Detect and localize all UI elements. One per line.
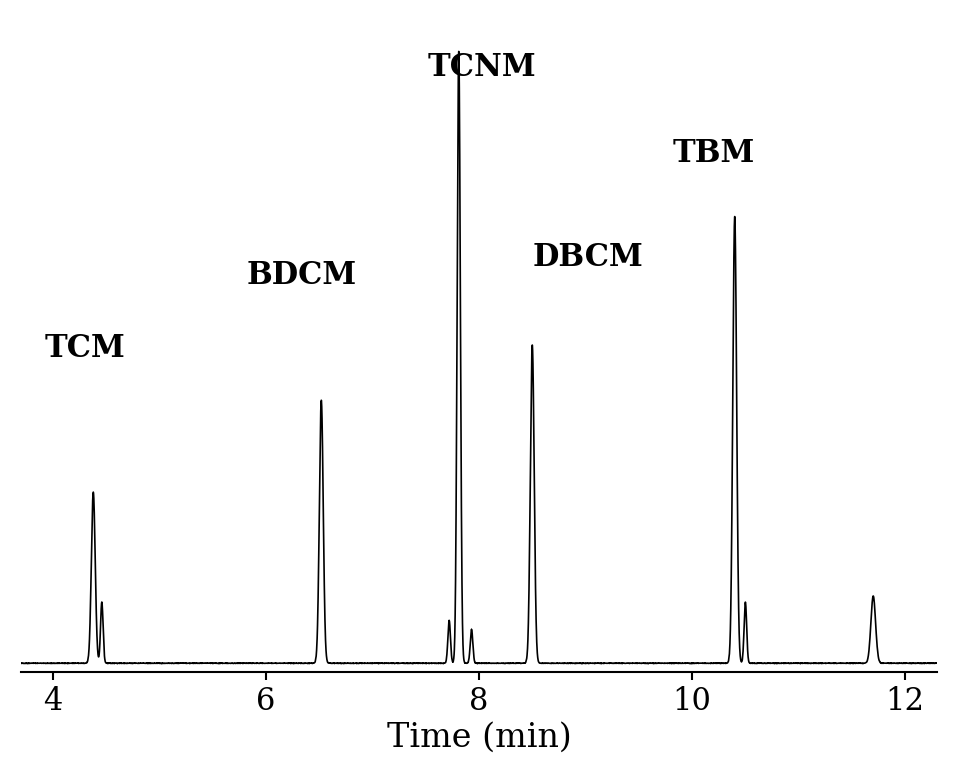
X-axis label: Time (min): Time (min): [387, 722, 571, 754]
Text: BDCM: BDCM: [247, 260, 356, 291]
Text: DBCM: DBCM: [533, 242, 643, 273]
Text: TBM: TBM: [673, 137, 755, 168]
Text: TCNM: TCNM: [428, 52, 536, 83]
Text: TCM: TCM: [44, 333, 125, 364]
